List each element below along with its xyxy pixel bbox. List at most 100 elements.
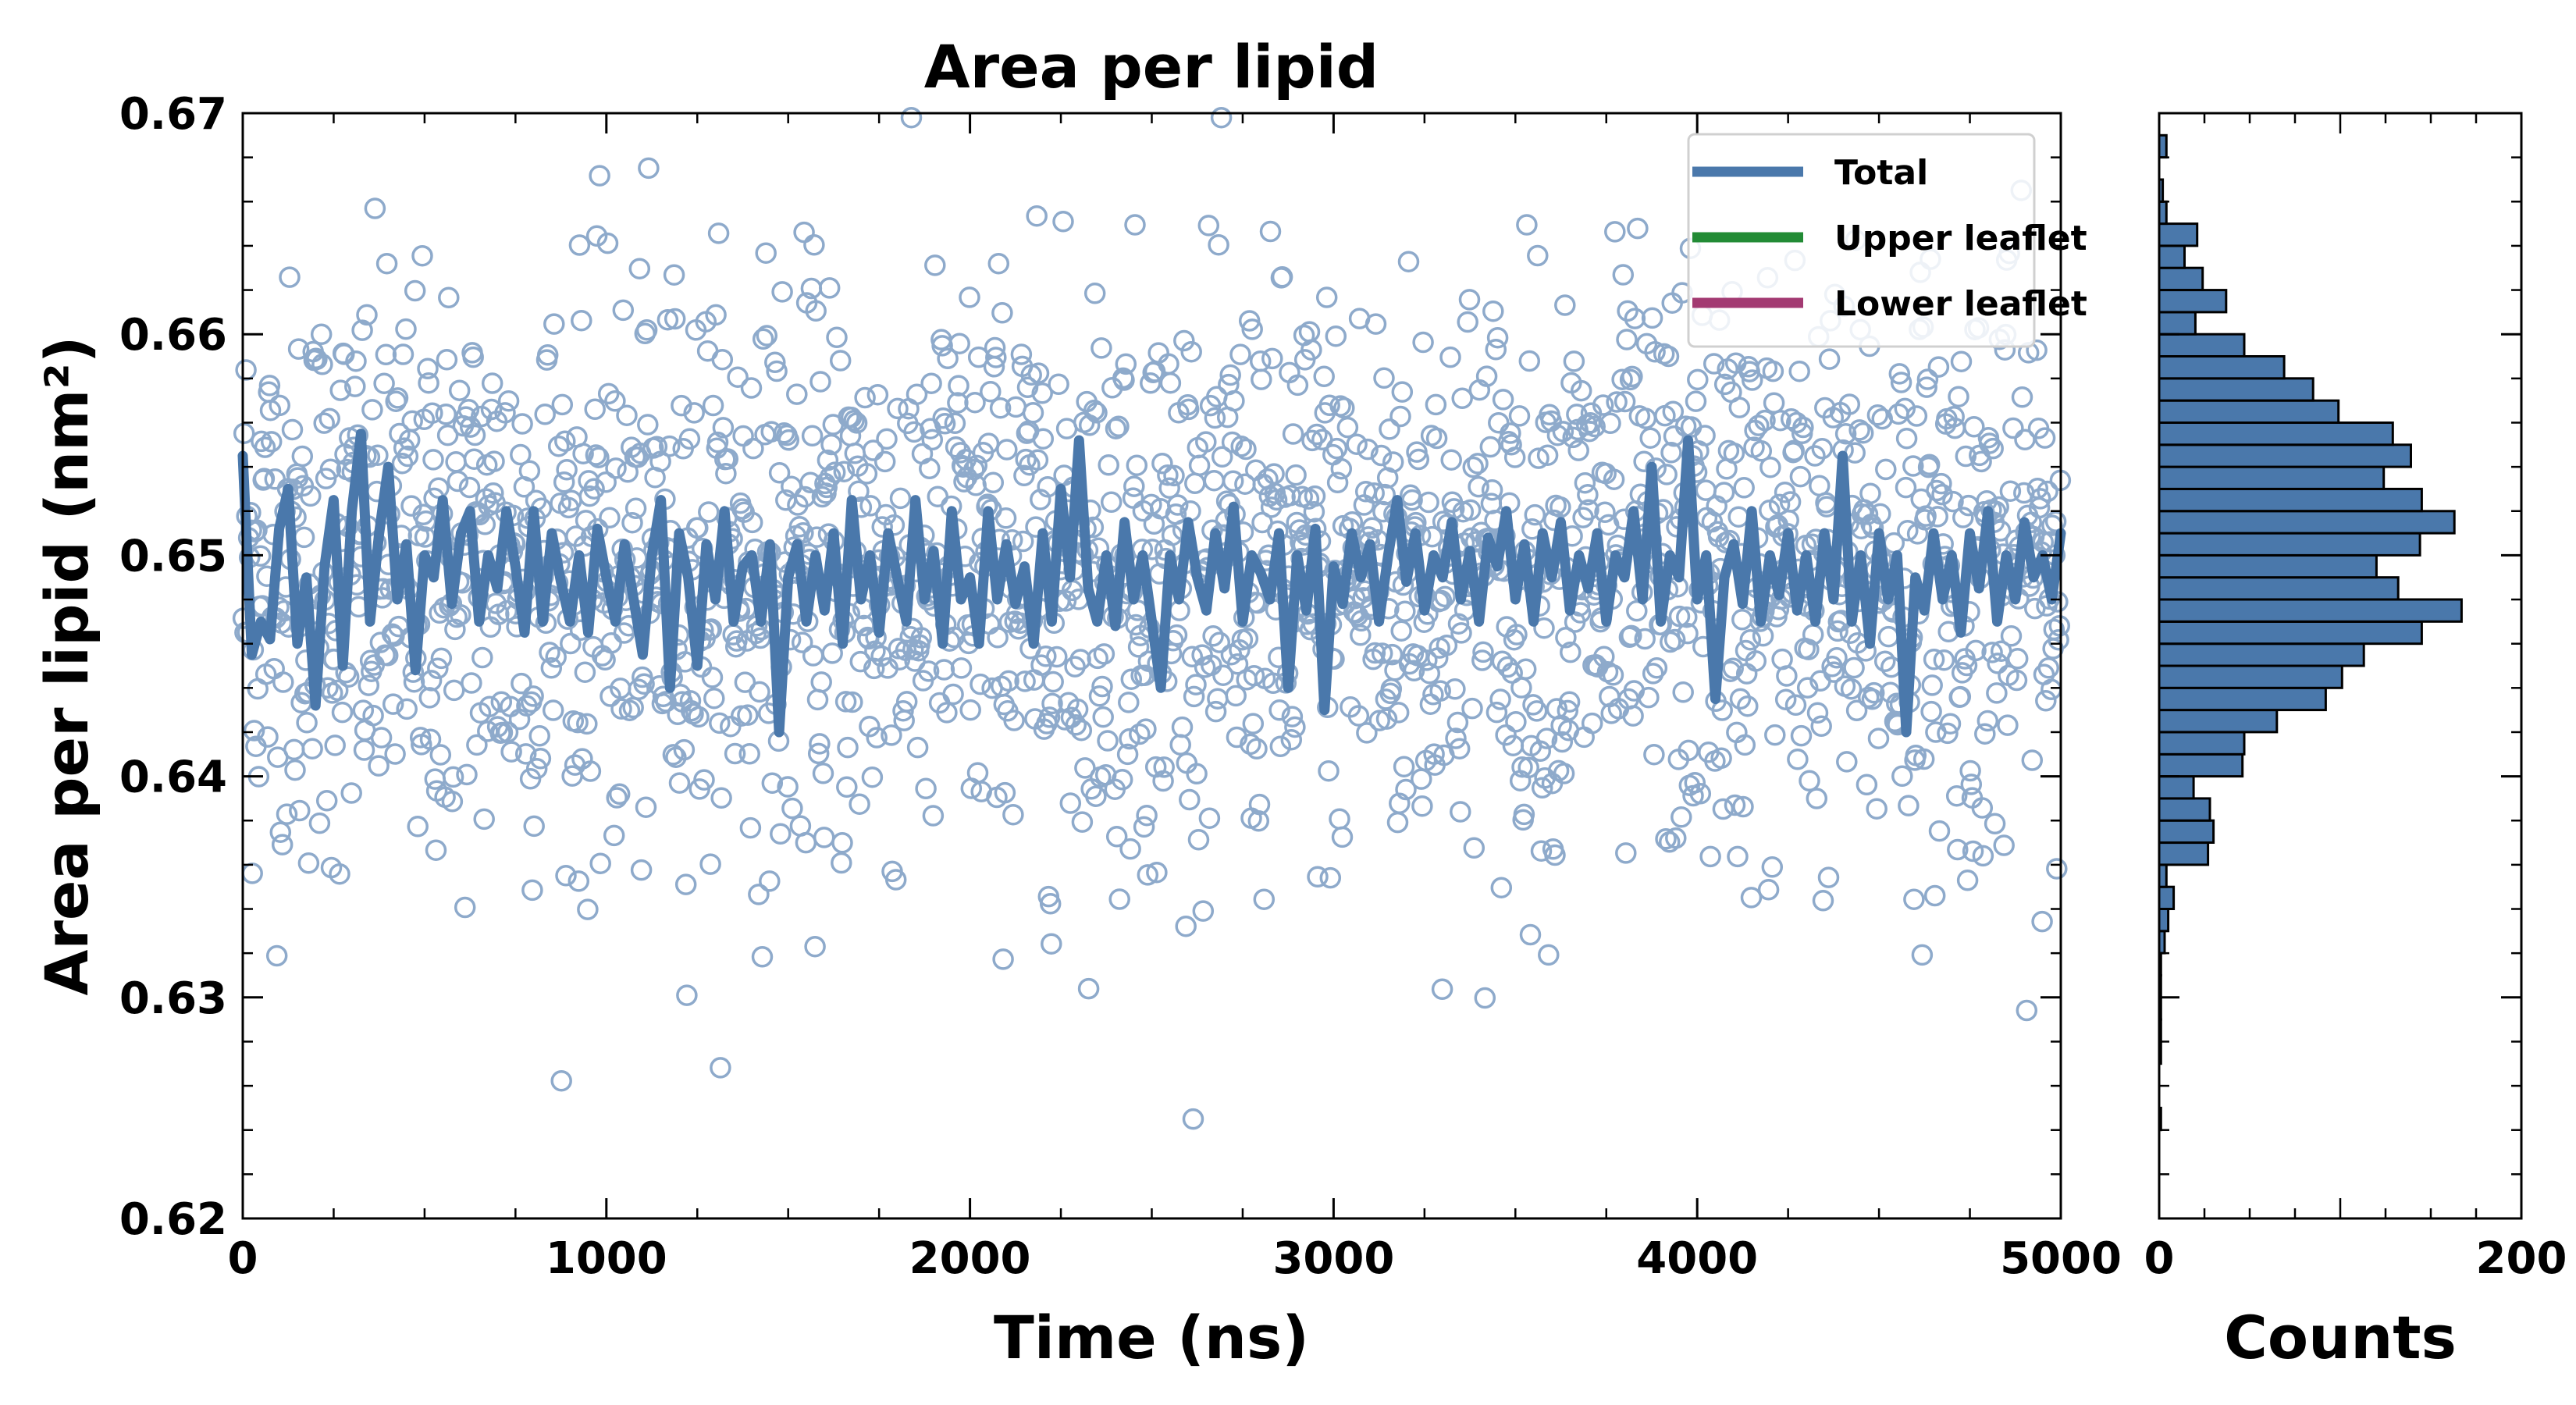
scatter-point — [1784, 694, 1807, 717]
scatter-point — [1098, 454, 1119, 476]
scatter-point — [1942, 490, 1964, 513]
scatter-point — [417, 357, 439, 380]
scatter-point — [892, 699, 914, 722]
scatter-point — [715, 462, 737, 485]
scatter-point — [1947, 838, 1969, 861]
running-average-line — [237, 429, 2066, 738]
scatter-point — [2043, 618, 2065, 641]
scatter-point — [1166, 494, 1189, 516]
scatter-point — [418, 372, 439, 394]
scatter-point — [1325, 325, 1347, 347]
scatter-point — [1741, 369, 1763, 391]
scatter-point — [1146, 861, 1168, 884]
scatter-point — [982, 471, 1005, 494]
scatter-point — [1373, 367, 1395, 389]
scatter-point — [1960, 774, 1983, 795]
scatter-point — [1949, 685, 1972, 708]
scatter-point — [1684, 772, 1706, 794]
scatter-point — [866, 383, 889, 406]
scatter-point — [1974, 723, 1996, 745]
scatter-point — [948, 375, 970, 397]
scatter-point — [1444, 678, 1466, 700]
scatter-point — [1035, 646, 1057, 667]
scatter-point — [862, 439, 884, 461]
scatter-point — [1634, 628, 1656, 650]
scatter-point — [284, 759, 306, 781]
scatter-point — [809, 733, 831, 755]
scatter-point — [1026, 205, 1048, 227]
scatter-point — [257, 726, 279, 748]
scatter-point — [1286, 374, 1309, 397]
scatter-point — [1615, 842, 1637, 864]
scatter-point — [1243, 664, 1265, 687]
scatter-point — [407, 816, 429, 838]
scatter-point — [344, 375, 366, 397]
scatter-point — [1315, 286, 1338, 308]
scatter-point — [1180, 340, 1202, 363]
scatter-point — [1262, 672, 1284, 695]
scatter-point — [1752, 624, 1774, 647]
scatter-point — [1836, 751, 1858, 773]
scatter-point — [1921, 674, 1943, 696]
scatter-point — [545, 646, 567, 668]
scatter-point — [1097, 730, 1119, 752]
y-tick-label: 0.66 — [119, 310, 227, 361]
scatter-point — [1895, 476, 1917, 499]
scatter-point — [1577, 484, 1599, 506]
scatter-point — [889, 487, 912, 510]
scatter-point — [297, 852, 320, 874]
scatter-point — [612, 299, 635, 322]
scatter-point — [1713, 482, 1735, 503]
scatter-point — [2011, 386, 2033, 408]
scatter-point — [1242, 713, 1265, 735]
legend-label-total: Total — [1834, 153, 1928, 193]
scatter-point — [1313, 365, 1335, 388]
scatter-point — [579, 760, 602, 782]
scatter-point — [1633, 450, 1655, 473]
scatter-point — [812, 763, 834, 784]
scatter-point — [834, 691, 857, 713]
scatter-point — [547, 435, 570, 457]
scatter-point — [1188, 454, 1211, 477]
scatter-point — [738, 743, 760, 765]
scatter-point — [1584, 415, 1606, 438]
scatter-point — [826, 326, 848, 349]
scatter-point — [1971, 797, 1994, 819]
scatter-point — [1923, 884, 1946, 907]
scatter-point — [539, 642, 560, 663]
scatter-point — [1319, 866, 1342, 889]
scatter-point — [1563, 350, 1585, 372]
scatter-point — [1638, 686, 1660, 709]
scatter-point — [534, 404, 556, 425]
scatter-point — [1685, 390, 1707, 412]
scatter-point — [1123, 475, 1145, 497]
scatter-point — [836, 776, 858, 799]
scatter-point — [1136, 804, 1158, 827]
histogram-bar — [2158, 598, 2463, 623]
histogram-bar — [2158, 289, 2228, 314]
scatter-point — [638, 157, 660, 180]
scatter-point — [637, 414, 659, 436]
histogram-bar — [2158, 775, 2195, 800]
scatter-point — [1593, 646, 1615, 668]
scatter-point — [1429, 680, 1451, 702]
scatter-point — [1222, 470, 1244, 492]
scatter-point — [944, 412, 966, 435]
scatter-point — [1796, 677, 1819, 699]
scatter-point — [984, 336, 1006, 359]
scatter-point — [895, 691, 918, 713]
scatter-point — [1059, 792, 1082, 814]
scatter-point — [1157, 464, 1179, 486]
scatter-point — [1042, 670, 1064, 693]
scatter-point — [528, 725, 550, 747]
scatter-point — [300, 485, 322, 507]
scatter-point — [525, 757, 548, 780]
scatter-point — [998, 670, 1019, 692]
scatter-point — [837, 736, 859, 759]
scatter-point — [630, 859, 653, 881]
scatter-point — [866, 727, 888, 749]
scatter-point — [674, 873, 697, 895]
scatter-point — [726, 630, 748, 652]
scatter-point — [1127, 636, 1150, 658]
scatter-point — [1962, 840, 1984, 863]
